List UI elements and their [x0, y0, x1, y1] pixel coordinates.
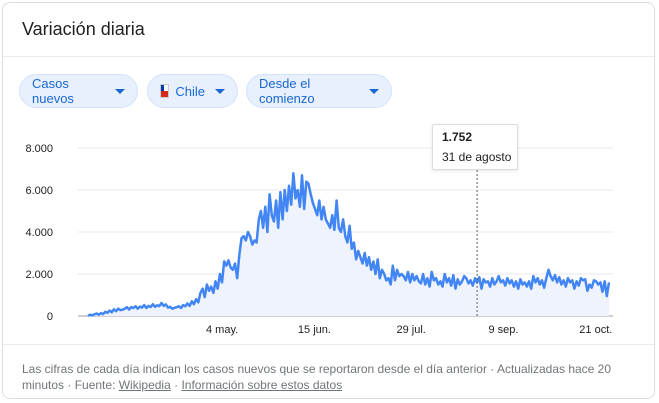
data-info-link[interactable]: Información sobre estos datos: [181, 378, 343, 392]
chart-tooltip: 1.752 31 de agosto: [432, 124, 518, 170]
x-tick-label: 29 jul.: [396, 324, 425, 336]
footer-divider: [3, 344, 654, 345]
y-tick-label: 8.000: [25, 143, 53, 155]
header-divider: [3, 56, 654, 57]
country-dropdown-label: Chile: [175, 83, 205, 99]
chile-flag-icon: ★: [160, 84, 170, 98]
separator: ·: [170, 378, 182, 392]
y-tick-label: 0: [47, 311, 53, 323]
source-prefix: Fuente:: [74, 378, 119, 392]
date-range-dropdown-label: Desde el comienzo: [259, 76, 315, 106]
x-tick-label: 15 jun.: [298, 324, 331, 336]
separator: ·: [64, 378, 75, 392]
daily-variation-card: Variación diaria Casos nuevos ★ Chile De…: [2, 2, 655, 399]
x-tick-label: 4 may.: [206, 324, 238, 336]
metric-dropdown[interactable]: Casos nuevos: [19, 74, 138, 108]
metric-dropdown-label: Casos nuevos: [32, 76, 74, 106]
country-dropdown[interactable]: ★ Chile: [147, 74, 238, 108]
y-tick-label: 6.000: [25, 185, 53, 197]
footer-text-cont: minutos: [22, 378, 65, 392]
card-title: Variación diaria: [22, 19, 145, 39]
tooltip-date: 31 de agosto: [442, 150, 512, 164]
y-tick-label: 4.000: [25, 227, 53, 239]
tooltip-value: 1.752: [442, 130, 473, 144]
series-line: [87, 171, 611, 317]
y-tick-label: 2.000: [25, 269, 53, 281]
chevron-down-icon: [369, 88, 379, 94]
footer-note: Las cifras de cada día indican los casos…: [22, 361, 622, 393]
x-tick-label: 21 oct.: [579, 324, 612, 336]
x-tick-label: 9 sep.: [488, 324, 518, 336]
chevron-down-icon: [215, 88, 225, 94]
series-area: [88, 173, 609, 316]
footer-text: Las cifras de cada día indican los casos…: [22, 362, 612, 376]
chevron-down-icon: [115, 88, 125, 94]
wikipedia-link[interactable]: Wikipedia: [118, 378, 171, 392]
cases-chart[interactable]: 0 2.000 4.000 6.000 8.000 4 may. 15 jun. 29 ju…: [3, 113, 653, 343]
date-range-dropdown[interactable]: Desde el comienzo: [246, 74, 392, 108]
